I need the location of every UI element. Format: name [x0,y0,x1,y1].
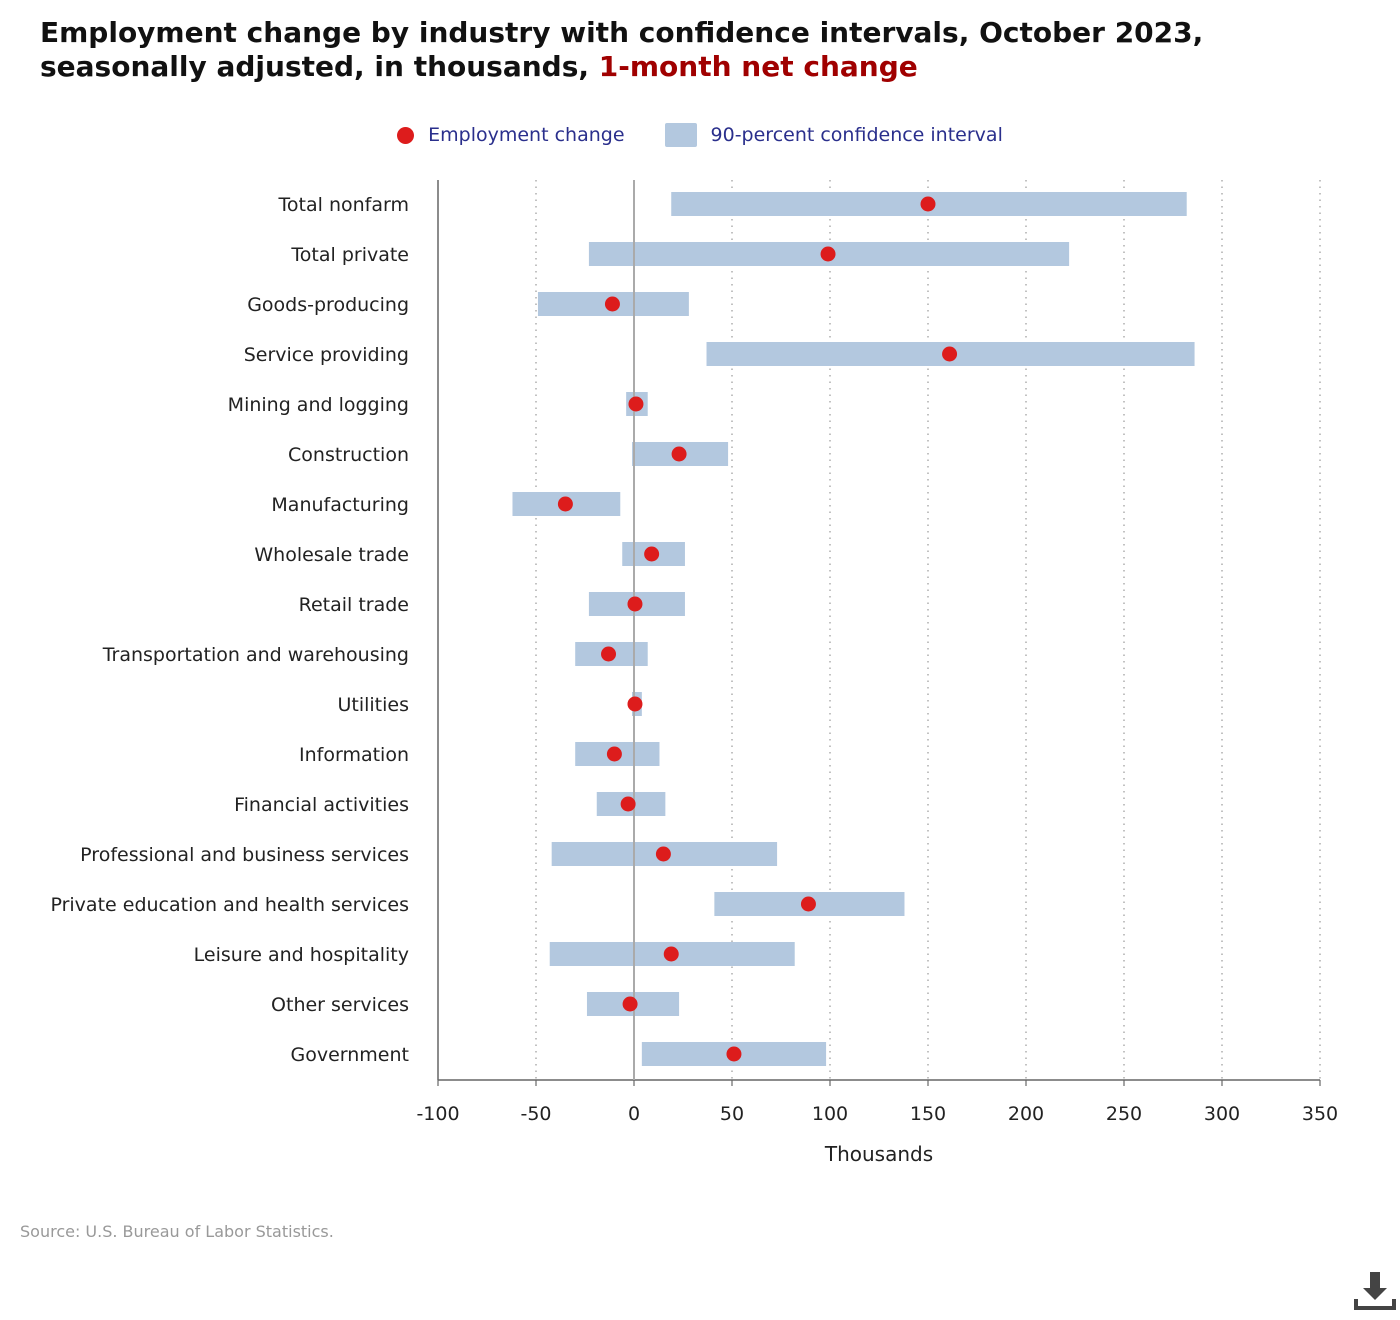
category-label: Manufacturing [271,494,409,516]
x-tick-label: 300 [1204,1103,1240,1125]
category-label: Service providing [244,344,409,366]
source-note: Source: U.S. Bureau of Labor Statistics. [20,1222,334,1241]
employment-change-point [663,946,679,962]
x-tick-label: 200 [1008,1103,1044,1125]
category-label: Leisure and hospitality [194,944,409,966]
category-label: Retail trade [299,594,409,616]
category-label: Financial activities [234,794,409,816]
chart-title: Employment change by industry with confi… [40,16,1360,84]
employment-change-point [644,546,660,562]
x-tick-label: 50 [720,1103,744,1125]
x-tick-label: 250 [1106,1103,1142,1125]
employment-change-point [942,346,958,362]
category-label: Professional and business services [80,844,409,866]
category-label: Total nonfarm [278,194,409,216]
employment-change-point [604,296,620,312]
chart-legend: Employment change 90-percent confidence … [0,120,1400,150]
x-tick-label: -50 [520,1103,551,1125]
chart-title-highlight: 1-month net change [598,50,918,83]
chart-plot: -100 -50 0 50 100 150 200 250 300 350 Thousands Tot… [50,180,1338,1166]
legend-item-confidence-interval[interactable]: 90-percent confidence interval [664,123,1003,147]
employment-change-point [726,1046,742,1062]
category-label: Transportation and warehousing [102,644,409,666]
category-label: Mining and logging [228,394,409,416]
legend-label-employment-change: Employment change [428,124,625,146]
category-label: Utilities [337,694,409,716]
employment-change-point [622,996,638,1012]
legend-box-icon [664,123,697,147]
employment-change-point [627,696,643,712]
category-label: Private education and health services [50,894,409,916]
category-label: Construction [288,444,409,466]
legend-label-confidence-interval: 90-percent confidence interval [710,124,1003,146]
category-label: Wholesale trade [254,544,409,566]
x-tick-label: -100 [416,1103,459,1125]
employment-change-point [820,246,836,262]
category-label: Other services [271,994,409,1016]
x-tick-label: 150 [910,1103,946,1125]
employment-change-point [606,746,622,762]
x-tick-label: 100 [812,1103,848,1125]
employment-change-point [557,496,573,512]
employment-change-point [671,446,687,462]
x-tick-label: 0 [628,1103,640,1125]
category-label: Government [291,1044,410,1066]
employment-change-point [627,596,643,612]
employment-change-point [920,196,936,212]
legend-item-employment-change[interactable]: Employment change [397,124,625,146]
download-button[interactable] [1354,1270,1396,1312]
category-label: Goods-producing [247,294,409,316]
employment-change-point [655,846,671,862]
employment-change-point [601,646,617,662]
employment-change-point [628,396,644,412]
x-tick-label: 350 [1302,1103,1338,1125]
download-icon [1354,1272,1396,1310]
employment-change-point [800,896,816,912]
category-label: Information [299,744,409,766]
category-label: Total private [290,244,409,266]
legend-dot-icon [397,126,415,144]
x-axis-label: Thousands [824,1142,933,1166]
employment-change-point [620,796,636,812]
chart-title-main: Employment change by industry with confi… [40,16,1204,83]
